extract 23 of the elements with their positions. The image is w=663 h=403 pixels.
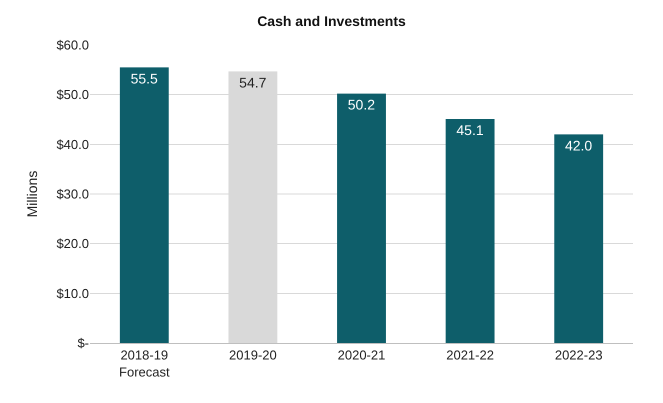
y-axis-title: Millions [24, 170, 40, 218]
x-tick-label: 2020-21 [338, 348, 386, 363]
y-tick-label: $60.0 [56, 38, 89, 53]
bar [554, 134, 604, 343]
x-tick-label: 2018-19 Forecast [119, 348, 170, 380]
data-label: 50.2 [348, 96, 376, 113]
bar [446, 119, 495, 343]
data-label: 55.5 [130, 70, 158, 86]
x-tick-label: 2021-22 [446, 348, 494, 363]
y-tick-label: $30.0 [56, 186, 89, 202]
data-label: 45.1 [456, 122, 484, 138]
y-tick-label: $10.0 [56, 286, 89, 301]
y-tick-label: $- [77, 336, 89, 351]
y-tick-label: $20.0 [56, 236, 89, 252]
data-label: 54.7 [239, 74, 267, 90]
bar [120, 67, 169, 343]
data-label: 42.0 [564, 137, 592, 154]
y-tick-label: $50.0 [56, 87, 89, 102]
y-tick-label: $40.0 [56, 136, 89, 152]
bar [337, 94, 386, 343]
x-tick-label: 2022-23 [554, 348, 603, 363]
chart-title: Cash and Investments [257, 12, 406, 29]
x-tick-label: 2019-20 [229, 348, 277, 363]
